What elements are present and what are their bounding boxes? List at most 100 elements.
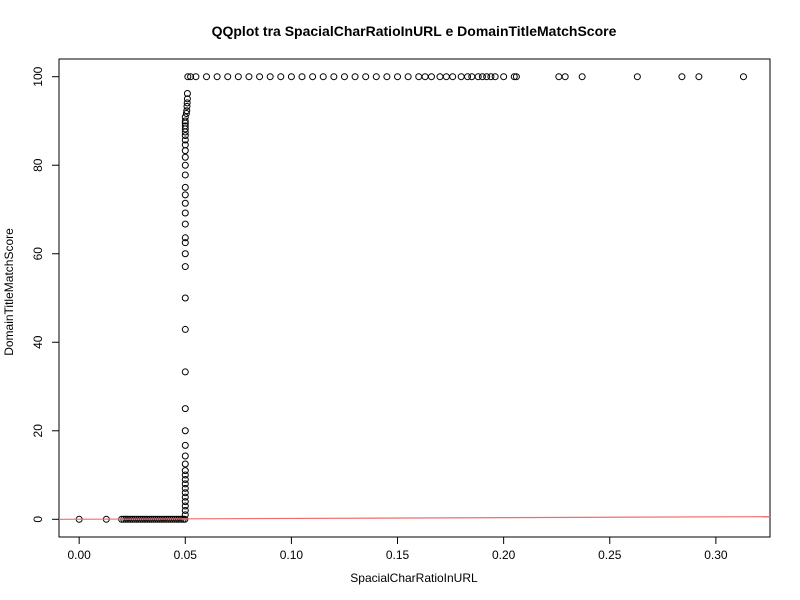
data-point: [319, 73, 327, 81]
data-point: [351, 73, 359, 81]
data-point: [500, 73, 508, 81]
data-point: [192, 73, 200, 81]
y-tick-label: 60: [31, 247, 45, 261]
data-point: [224, 73, 232, 81]
data-point: [181, 199, 189, 207]
data-point: [695, 73, 703, 81]
data-point: [362, 73, 370, 81]
data-point: [181, 239, 189, 247]
x-axis: 0.00 0.05 0.10 0.15 0.20 0.25 0.30: [67, 536, 728, 562]
data-point: [421, 73, 429, 81]
data-point: [181, 209, 189, 217]
x-tick-label: 0.05: [174, 548, 198, 562]
data-point: [181, 141, 189, 149]
chart-title: QQplot tra SpacialCharRatioInURL e Domai…: [212, 23, 617, 39]
data-point: [404, 73, 412, 81]
data-point: [427, 73, 435, 81]
data-point: [213, 73, 221, 81]
data-point: [181, 511, 189, 519]
data-point: [256, 73, 264, 81]
x-tick-label: 0.30: [704, 548, 728, 562]
y-axis-label: DomainTitleMatchScore: [2, 228, 16, 356]
data-point: [181, 234, 189, 242]
data-point: [491, 73, 499, 81]
data-point: [464, 73, 472, 81]
y-tick-label: 0: [31, 516, 45, 523]
data-point: [474, 73, 482, 81]
data-point: [181, 427, 189, 435]
data-point: [487, 73, 495, 81]
data-point: [394, 73, 402, 81]
data-point: [468, 73, 476, 81]
data-point: [181, 405, 189, 413]
data-point: [181, 171, 189, 179]
data-point: [181, 368, 189, 376]
y-tick-label: 20: [31, 424, 45, 438]
data-point: [383, 73, 391, 81]
data-point: [442, 73, 450, 81]
data-point: [181, 498, 189, 506]
data-point: [340, 73, 348, 81]
data-point: [183, 99, 191, 107]
data-point: [181, 441, 189, 449]
data-point: [181, 263, 189, 271]
data-point: [298, 73, 306, 81]
data-point: [415, 73, 423, 81]
x-tick-label: 0.10: [280, 548, 304, 562]
data-point: [181, 220, 189, 228]
data-point: [183, 90, 191, 98]
data-point: [183, 95, 191, 103]
data-point: [555, 73, 563, 81]
data-point: [182, 109, 190, 117]
data-point: [436, 73, 444, 81]
data-point: [245, 73, 253, 81]
x-tick-label: 0.25: [598, 548, 622, 562]
data-point: [181, 493, 189, 501]
data-point: [183, 102, 191, 110]
data-point: [181, 502, 189, 510]
x-tick-label: 0.00: [67, 548, 91, 562]
data-point: [203, 73, 211, 81]
data-point: [184, 73, 192, 81]
x-axis-label: SpacialCharRatioInURL: [350, 571, 478, 585]
data-point: [633, 73, 641, 81]
data-point: [512, 73, 520, 81]
x-tick-label: 0.15: [386, 548, 410, 562]
data-point: [277, 73, 285, 81]
data-point: [181, 191, 189, 199]
x-tick-label: 0.20: [492, 548, 516, 562]
data-point: [181, 136, 189, 144]
data-point: [181, 113, 189, 121]
data-point: [181, 480, 189, 488]
data-point: [181, 489, 189, 497]
data-point: [181, 183, 189, 191]
y-axis: 0 20 40 60 80 100: [31, 66, 60, 523]
data-point: [181, 467, 189, 475]
plot-frame: [58, 58, 771, 538]
y-tick-label: 40: [31, 335, 45, 349]
data-point: [181, 161, 189, 169]
data-point: [181, 452, 189, 460]
data-point: [181, 250, 189, 258]
data-point: [181, 506, 189, 514]
data-point: [181, 147, 189, 155]
data-points: [75, 73, 747, 523]
data-point: [183, 107, 191, 115]
data-point: [181, 484, 189, 492]
data-point: [330, 73, 338, 81]
data-point: [181, 132, 189, 140]
data-point: [561, 73, 569, 81]
data-point: [181, 294, 189, 302]
data-point: [678, 73, 686, 81]
data-point: [457, 73, 465, 81]
data-point: [181, 325, 189, 333]
data-point: [510, 73, 518, 81]
y-tick-label: 80: [31, 158, 45, 172]
data-point: [181, 475, 189, 483]
data-point: [478, 73, 486, 81]
data-point: [234, 73, 242, 81]
data-point: [181, 122, 189, 130]
data-point: [449, 73, 457, 81]
reference-line: [58, 516, 771, 520]
